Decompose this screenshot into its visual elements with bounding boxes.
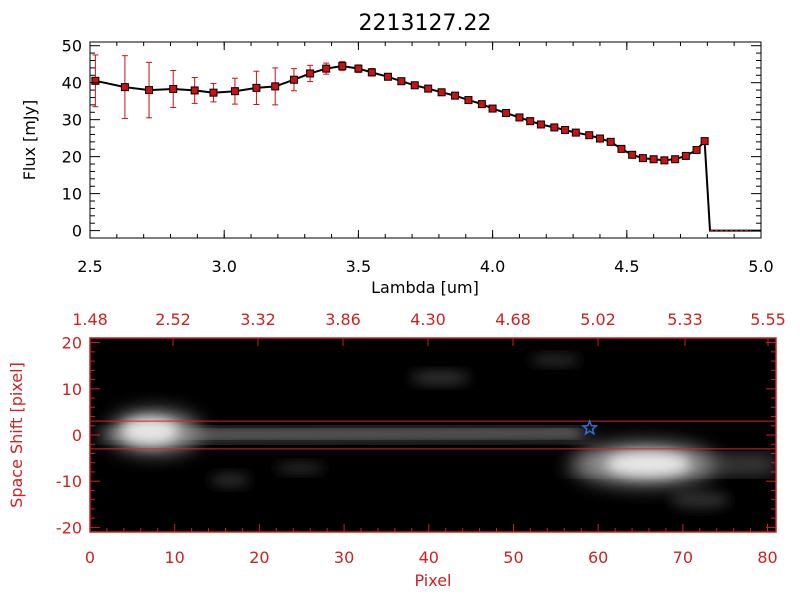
data-point: [145, 86, 154, 95]
data-point: [649, 155, 658, 164]
data-point: [585, 131, 594, 140]
image-x-ticks: 0 10 20 30 40 50 60 70 80: [85, 524, 778, 567]
data-point: [252, 83, 261, 92]
spectrum-plot-frame: [89, 41, 762, 239]
data-point: [595, 134, 604, 143]
x-tick-label: 4.0: [480, 257, 505, 276]
data-point: [209, 88, 218, 97]
x-tick-label: 50: [503, 548, 523, 567]
data-point: [190, 86, 199, 95]
data-point: [322, 64, 331, 73]
x-tick-label: 60: [588, 548, 608, 567]
y-tick-label: 0: [72, 222, 82, 241]
data-point: [550, 123, 559, 132]
x-tick-label: 80: [757, 548, 777, 567]
top-tick-label: 4.68: [495, 310, 531, 329]
chart-title: 2213127.22: [359, 11, 492, 36]
top-tick-label: 2.52: [155, 310, 191, 329]
spectrum-x-axis-label: Lambda [um]: [371, 278, 479, 297]
data-point: [437, 88, 446, 97]
data-point: [464, 96, 473, 105]
image-x-axis-label: Pixel: [414, 571, 451, 590]
y-tick-label: 0: [72, 426, 82, 445]
data-point: [271, 82, 280, 91]
x-tick-label: 3.0: [211, 257, 236, 276]
data-point: [638, 154, 647, 163]
data-point: [526, 117, 535, 126]
data-point: [91, 76, 100, 85]
top-tick-label: 5.02: [580, 310, 616, 329]
data-point: [606, 137, 615, 146]
data-point: [502, 109, 511, 118]
data-point: [692, 145, 701, 154]
x-tick-label: 0: [85, 548, 95, 567]
data-point: [451, 91, 460, 100]
star-icon: [581, 419, 599, 436]
y-tick-label: 20: [62, 334, 82, 353]
x-tick-label: 2.5: [77, 257, 102, 276]
data-point: [488, 104, 497, 113]
spectrum-y-ticks: 0 10 20 30 40 50: [62, 37, 761, 241]
data-point: [306, 69, 315, 78]
top-tick-label: 5.33: [667, 310, 703, 329]
y-tick-label: 20: [62, 148, 82, 167]
top-tick-label: 3.86: [325, 310, 361, 329]
x-tick-label: 3.5: [346, 257, 371, 276]
data-point: [681, 151, 690, 160]
y-tick-label: 40: [62, 74, 82, 93]
data-point: [338, 62, 347, 71]
top-tick-label: 3.32: [240, 310, 276, 329]
data-point: [289, 75, 298, 84]
image-y-axis-label: Space Shift [pixel]: [7, 362, 26, 508]
data-point: [515, 113, 524, 122]
image-top-wavelength-ticks: 1.48 2.52 3.32 3.86 4.30 4.68 5.02 5.33 5.55: [72, 310, 786, 346]
data-point: [477, 100, 486, 109]
data-point: [671, 155, 680, 164]
data-point: [169, 84, 178, 93]
data-point: [397, 77, 406, 86]
data-point: [617, 144, 626, 153]
data-point: [536, 120, 545, 129]
x-tick-label: 40: [419, 548, 439, 567]
top-tick-label: 4.30: [410, 310, 446, 329]
x-tick-label: 70: [673, 548, 693, 567]
y-tick-label: 50: [62, 37, 82, 56]
data-point: [230, 87, 239, 96]
x-tick-label: 10: [165, 548, 185, 567]
y-tick-label: -10: [56, 472, 82, 491]
data-point: [120, 83, 129, 92]
data-point: [628, 150, 637, 159]
y-tick-label: -20: [56, 518, 82, 537]
data-point: [424, 84, 433, 93]
y-tick-label: 10: [62, 380, 82, 399]
data-point: [700, 137, 709, 146]
y-tick-label: 30: [62, 111, 82, 130]
star-marker: [581, 419, 599, 436]
spectrum-y-axis-label: Flux [mJy]: [20, 100, 39, 181]
data-point: [354, 64, 363, 73]
spectral-image: [90, 338, 776, 532]
data-point: [383, 72, 392, 81]
x-tick-label: 4.5: [614, 257, 639, 276]
data-point: [571, 128, 580, 137]
spectrum-plot: [91, 54, 761, 232]
top-tick-label: 1.48: [72, 310, 108, 329]
x-tick-label: 20: [249, 548, 269, 567]
spectrum-x-ticks: 2.5 3.0 3.5 4.0 4.5 5.0: [77, 42, 774, 276]
x-tick-label: 5.0: [748, 257, 773, 276]
top-tick-label: 5.55: [750, 310, 786, 329]
image-y-ticks: -20 -10 0 10 20: [56, 334, 776, 537]
data-point: [410, 81, 419, 90]
data-point: [660, 156, 669, 165]
x-tick-label: 30: [334, 548, 354, 567]
data-point: [561, 126, 570, 135]
data-point: [367, 68, 376, 77]
y-tick-label: 10: [62, 185, 82, 204]
